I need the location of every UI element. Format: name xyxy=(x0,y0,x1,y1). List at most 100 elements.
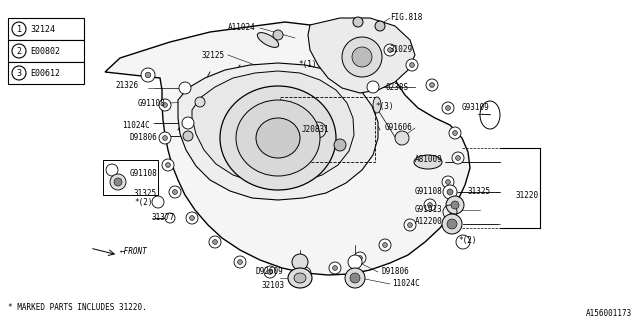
Ellipse shape xyxy=(414,155,442,169)
Text: 2: 2 xyxy=(17,46,22,55)
Ellipse shape xyxy=(375,21,385,31)
Ellipse shape xyxy=(212,240,218,244)
Ellipse shape xyxy=(169,186,181,198)
Text: 32124: 32124 xyxy=(30,25,55,34)
Text: 11024C: 11024C xyxy=(392,279,420,289)
Text: 1: 1 xyxy=(17,25,22,34)
Ellipse shape xyxy=(379,239,391,251)
Text: 32125: 32125 xyxy=(202,51,225,60)
Ellipse shape xyxy=(424,199,436,211)
Ellipse shape xyxy=(442,176,454,188)
Text: 32103: 32103 xyxy=(261,282,284,291)
Text: E00612: E00612 xyxy=(30,68,60,77)
Ellipse shape xyxy=(452,131,458,135)
Text: J20831: J20831 xyxy=(302,125,330,134)
Ellipse shape xyxy=(384,44,396,56)
Ellipse shape xyxy=(350,273,360,283)
Ellipse shape xyxy=(299,267,311,279)
Ellipse shape xyxy=(195,97,205,107)
Text: E00802: E00802 xyxy=(30,46,60,55)
Ellipse shape xyxy=(388,48,392,52)
Ellipse shape xyxy=(141,68,155,82)
Ellipse shape xyxy=(333,266,337,270)
Text: G91108: G91108 xyxy=(415,188,443,196)
Text: *(2): *(2) xyxy=(134,198,152,207)
Ellipse shape xyxy=(310,122,326,138)
Text: D91806: D91806 xyxy=(130,133,157,142)
Text: A12200: A12200 xyxy=(415,218,443,227)
Ellipse shape xyxy=(234,256,246,268)
Bar xyxy=(280,97,375,162)
Text: *(2): *(2) xyxy=(458,236,477,244)
Text: A156001173: A156001173 xyxy=(586,309,632,318)
Ellipse shape xyxy=(345,268,365,288)
Ellipse shape xyxy=(404,219,416,231)
Ellipse shape xyxy=(446,196,464,214)
Ellipse shape xyxy=(456,235,470,249)
Ellipse shape xyxy=(294,273,306,283)
Ellipse shape xyxy=(256,118,300,158)
Text: *(1): *(1) xyxy=(298,60,317,68)
Ellipse shape xyxy=(236,100,320,176)
Text: 31377: 31377 xyxy=(152,213,175,222)
Polygon shape xyxy=(105,22,470,275)
Ellipse shape xyxy=(447,189,453,195)
Ellipse shape xyxy=(443,185,457,199)
Text: 31029: 31029 xyxy=(390,45,413,54)
Text: G91606: G91606 xyxy=(385,124,413,132)
Text: FIG.818: FIG.818 xyxy=(390,13,422,22)
Ellipse shape xyxy=(445,180,451,184)
Ellipse shape xyxy=(106,164,118,176)
Ellipse shape xyxy=(237,260,243,264)
Text: A11024: A11024 xyxy=(228,23,256,33)
Ellipse shape xyxy=(429,83,435,87)
Polygon shape xyxy=(308,18,415,93)
Ellipse shape xyxy=(426,79,438,91)
Ellipse shape xyxy=(268,269,273,274)
Ellipse shape xyxy=(159,99,171,111)
Ellipse shape xyxy=(406,59,418,71)
Bar xyxy=(103,160,158,195)
Ellipse shape xyxy=(209,236,221,248)
Ellipse shape xyxy=(383,243,387,247)
Text: D92609: D92609 xyxy=(255,268,283,276)
Ellipse shape xyxy=(163,103,168,108)
Ellipse shape xyxy=(162,159,174,171)
Ellipse shape xyxy=(179,82,191,94)
Ellipse shape xyxy=(114,178,122,186)
Polygon shape xyxy=(192,71,354,184)
Text: * MARKED PARTS INCLUDES 31220.: * MARKED PARTS INCLUDES 31220. xyxy=(8,303,147,313)
Ellipse shape xyxy=(303,271,307,276)
Polygon shape xyxy=(178,63,378,200)
Text: 0238S: 0238S xyxy=(385,83,408,92)
Bar xyxy=(8,62,84,84)
Ellipse shape xyxy=(329,262,341,274)
Bar xyxy=(8,40,84,62)
Text: G91108: G91108 xyxy=(130,169,157,178)
Ellipse shape xyxy=(292,254,308,270)
Ellipse shape xyxy=(442,102,454,114)
Ellipse shape xyxy=(367,81,379,93)
Ellipse shape xyxy=(273,30,283,40)
Ellipse shape xyxy=(354,252,366,264)
Text: G91913: G91913 xyxy=(415,205,443,214)
Ellipse shape xyxy=(408,223,412,228)
Ellipse shape xyxy=(352,47,372,67)
Text: ←FRONT: ←FRONT xyxy=(120,247,148,257)
Ellipse shape xyxy=(449,127,461,139)
Text: 21326: 21326 xyxy=(115,81,138,90)
Ellipse shape xyxy=(447,219,457,229)
Ellipse shape xyxy=(348,255,362,269)
Text: 31325: 31325 xyxy=(134,188,157,197)
Ellipse shape xyxy=(410,63,415,68)
Text: 3: 3 xyxy=(17,68,22,77)
Text: 31220: 31220 xyxy=(515,190,538,199)
Ellipse shape xyxy=(165,213,175,223)
Ellipse shape xyxy=(353,17,363,27)
Ellipse shape xyxy=(166,163,170,167)
Text: 11024C: 11024C xyxy=(122,122,150,131)
Ellipse shape xyxy=(163,136,168,140)
Ellipse shape xyxy=(264,266,276,278)
Ellipse shape xyxy=(445,106,451,110)
Ellipse shape xyxy=(110,174,126,190)
